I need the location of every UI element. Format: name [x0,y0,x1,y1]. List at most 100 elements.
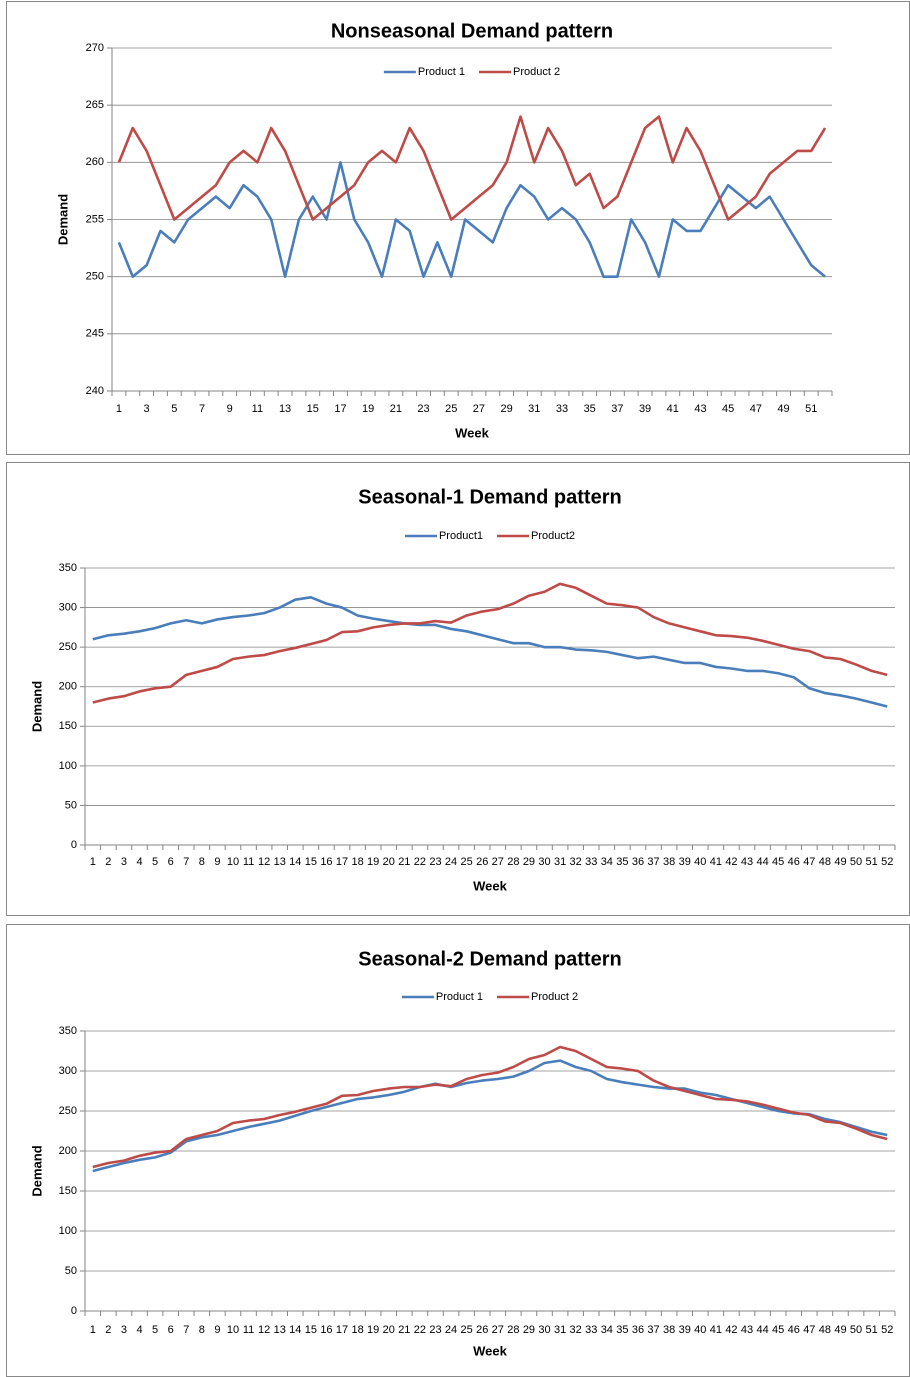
x-axis-label: Week [455,425,489,440]
y-tick-label: 250 [59,641,77,653]
x-tick-label: 23 [429,856,441,868]
chart-panel: Seasonal-2 Demand pattern050100150200250… [6,924,910,1377]
x-tick-label: 11 [243,856,254,868]
x-tick-label: 41 [667,403,679,415]
x-tick-label: 36 [632,856,644,868]
x-tick-label: 1 [116,403,122,415]
y-tick-label: 270 [86,42,104,54]
y-axis-label: Demand [29,681,44,732]
x-tick-label: 24 [445,1324,457,1336]
x-tick-label: 6 [168,856,174,868]
y-tick-label: 240 [86,385,104,397]
x-tick-label: 15 [307,403,319,415]
x-tick-label: 7 [183,1324,189,1336]
x-tick-label: 13 [279,403,291,415]
x-tick-label: 18 [351,1324,363,1336]
x-tick-label: 46 [788,1324,800,1336]
x-tick-label: 16 [320,1324,332,1336]
x-tick-label: 29 [500,403,512,415]
x-tick-label: 8 [199,856,205,868]
x-tick-label: 20 [383,1324,395,1336]
y-tick-label: 200 [59,681,77,693]
x-tick-label: 32 [570,856,582,868]
y-axis-label: Demand [29,1145,44,1196]
x-tick-label: 19 [367,856,379,868]
x-tick-label: 21 [390,403,402,415]
x-tick-label: 22 [414,856,426,868]
x-tick-label: 2 [105,856,111,868]
x-tick-label: 16 [320,856,332,868]
x-tick-label: 5 [171,403,177,415]
x-tick-label: 4 [136,1324,142,1336]
data-line [92,595,888,708]
x-tick-label: 9 [214,1324,220,1336]
x-tick-label: 35 [616,1324,628,1336]
x-tick-label: 50 [850,856,862,868]
y-tick-label: 265 [86,99,104,111]
x-tick-label: 44 [756,1324,768,1336]
x-tick-label: 43 [741,1324,753,1336]
x-tick-label: 40 [694,856,706,868]
x-tick-label: 48 [819,1324,831,1336]
x-tick-label: 4 [136,856,142,868]
x-tick-label: 31 [528,403,540,415]
legend-label: Product 2 [531,991,578,1003]
x-tick-label: 20 [383,856,395,868]
x-tick-label: 14 [289,856,301,868]
x-tick-label: 15 [305,856,317,868]
x-tick-label: 5 [152,1324,158,1336]
x-tick-label: 41 [710,1324,722,1336]
x-tick-label: 26 [476,856,488,868]
x-tick-label: 35 [616,856,628,868]
x-tick-label: 30 [538,856,550,868]
x-tick-label: 45 [772,1324,784,1336]
y-tick-label: 260 [86,156,104,168]
y-tick-label: 100 [59,1225,77,1237]
x-tick-label: 21 [398,856,410,868]
x-tick-label: 42 [725,1324,737,1336]
y-tick-label: 150 [59,1185,77,1197]
y-tick-label: 300 [59,601,77,613]
x-tick-label: 49 [777,403,789,415]
x-tick-label: 52 [881,1324,893,1336]
y-tick-label: 0 [71,1305,77,1317]
y-tick-label: 250 [86,271,104,283]
x-tick-label: 42 [725,856,737,868]
y-tick-label: 255 [86,213,104,225]
x-tick-label: 37 [647,856,659,868]
x-tick-label: 17 [336,856,348,868]
legend-label: Product 1 [418,66,465,78]
x-tick-label: 17 [334,403,346,415]
x-tick-label: 11 [252,403,263,415]
x-tick-label: 51 [805,403,817,415]
x-tick-label: 47 [803,1324,815,1336]
x-tick-label: 33 [585,1324,597,1336]
x-tick-label: 45 [722,403,734,415]
x-tick-label: 47 [750,403,762,415]
x-tick-label: 38 [663,1324,675,1336]
x-tick-label: 10 [227,856,239,868]
legend: Product 1 Product 2 [383,66,560,78]
x-tick-label: 25 [461,1324,473,1336]
x-tick-label: 19 [367,1324,379,1336]
x-tick-label: 36 [632,1324,644,1336]
x-tick-label: 26 [476,1324,488,1336]
x-tick-label: 30 [538,1324,550,1336]
x-tick-label: 3 [121,1324,127,1336]
legend: Product1 Product2 [404,530,575,542]
x-tick-label: 31 [554,1324,566,1336]
x-tick-label: 29 [523,856,535,868]
x-tick-label: 27 [492,856,504,868]
x-tick-label: 28 [507,856,519,868]
x-tick-label: 31 [554,856,566,868]
x-tick-label: 46 [788,856,800,868]
x-tick-label: 18 [351,856,363,868]
x-tick-label: 44 [756,856,768,868]
y-tick-label: 0 [71,839,77,851]
x-tick-label: 22 [414,1324,426,1336]
y-tick-label: 150 [59,720,77,732]
chart-title: Nonseasonal Demand pattern [331,20,613,42]
y-tick-label: 350 [59,1025,77,1037]
x-tick-label: 51 [866,856,878,868]
